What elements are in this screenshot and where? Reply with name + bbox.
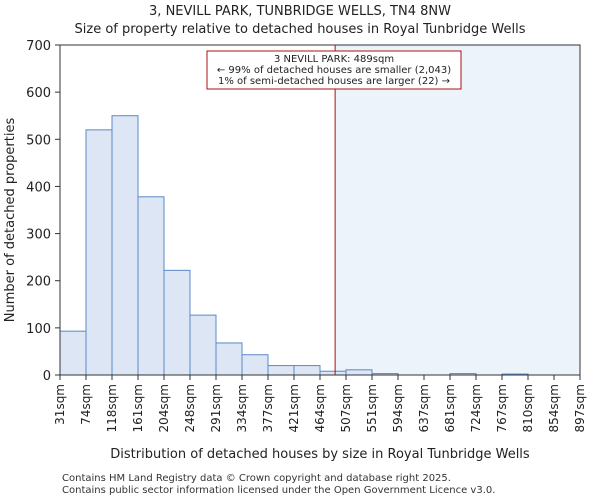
bar-204sqm bbox=[163, 269, 191, 376]
bar-31sqm bbox=[59, 330, 87, 376]
y-tick-label-0: 0 bbox=[43, 369, 51, 384]
x-tick-label-118sqm: 118sqm bbox=[105, 384, 119, 432]
bar-377sqm bbox=[267, 365, 295, 376]
x-tick-label-767sqm: 767sqm bbox=[495, 384, 509, 432]
y-tick-label-300: 300 bbox=[26, 228, 51, 243]
y-tick-label-100: 100 bbox=[26, 322, 51, 337]
x-tick-label-204sqm: 204sqm bbox=[157, 384, 171, 432]
x-tick-label-464sqm: 464sqm bbox=[313, 384, 327, 432]
x-tick-label-681sqm: 681sqm bbox=[443, 384, 457, 432]
y-tick-label-200: 200 bbox=[26, 275, 51, 290]
y-tick-label-400: 400 bbox=[26, 180, 51, 195]
x-tick-label-594sqm: 594sqm bbox=[391, 384, 405, 432]
x-tick-label-291sqm: 291sqm bbox=[209, 384, 223, 432]
y-tick-label-500: 500 bbox=[26, 133, 51, 148]
x-tick-label-507sqm: 507sqm bbox=[339, 384, 353, 432]
bar-161sqm bbox=[137, 196, 165, 376]
chart-title-address: 3, NEVILL PARK, TUNBRIDGE WELLS, TN4 8NW bbox=[149, 4, 451, 19]
bar-334sqm bbox=[241, 354, 269, 376]
y-tick-label-600: 600 bbox=[26, 86, 51, 101]
bar-74sqm bbox=[85, 129, 113, 376]
x-tick-label-31sqm: 31sqm bbox=[53, 384, 67, 425]
x-tick-label-248sqm: 248sqm bbox=[183, 384, 197, 432]
annotation-box bbox=[206, 50, 462, 90]
x-tick-label-897sqm: 897sqm bbox=[573, 384, 587, 432]
x-tick-label-74sqm: 74sqm bbox=[79, 384, 93, 425]
x-tick-label-810sqm: 810sqm bbox=[521, 384, 535, 432]
annotation-title: 3 NEVILL PARK: 489sqm bbox=[274, 54, 394, 65]
x-tick-label-854sqm: 854sqm bbox=[547, 384, 561, 432]
x-tick-label-421sqm: 421sqm bbox=[287, 384, 301, 432]
bar-248sqm bbox=[189, 314, 217, 376]
annotation-larger: 1% of semi-detached houses are larger (2… bbox=[218, 76, 450, 87]
y-tick-label-700: 700 bbox=[26, 39, 51, 54]
footer-licence: Contains public sector information licen… bbox=[62, 485, 496, 496]
highlight-region bbox=[335, 45, 580, 375]
bar-507sqm bbox=[345, 369, 373, 376]
x-tick-label-551sqm: 551sqm bbox=[365, 384, 379, 432]
bar-291sqm bbox=[215, 342, 243, 376]
x-tick-label-377sqm: 377sqm bbox=[261, 384, 275, 432]
x-tick-label-724sqm: 724sqm bbox=[469, 384, 483, 432]
bar-421sqm bbox=[293, 365, 321, 376]
annotation-smaller: ← 99% of detached houses are smaller (2,… bbox=[217, 65, 451, 76]
x-tick-label-161sqm: 161sqm bbox=[131, 384, 145, 432]
y-axis-label: Number of detached properties bbox=[3, 118, 18, 323]
bar-118sqm bbox=[111, 115, 139, 376]
x-tick-label-637sqm: 637sqm bbox=[417, 384, 431, 432]
bar-464sqm bbox=[319, 370, 347, 376]
chart-subtitle: Size of property relative to detached ho… bbox=[74, 22, 526, 37]
x-tick-label-334sqm: 334sqm bbox=[235, 384, 249, 432]
x-axis-label: Distribution of detached houses by size … bbox=[110, 447, 530, 462]
bar-chart: 0 100 200 300 400 500 600 700 31sqm 74sqm 118sqm 16… bbox=[3, 39, 587, 462]
footer-copyright: Contains HM Land Registry data © Crown c… bbox=[62, 473, 451, 484]
